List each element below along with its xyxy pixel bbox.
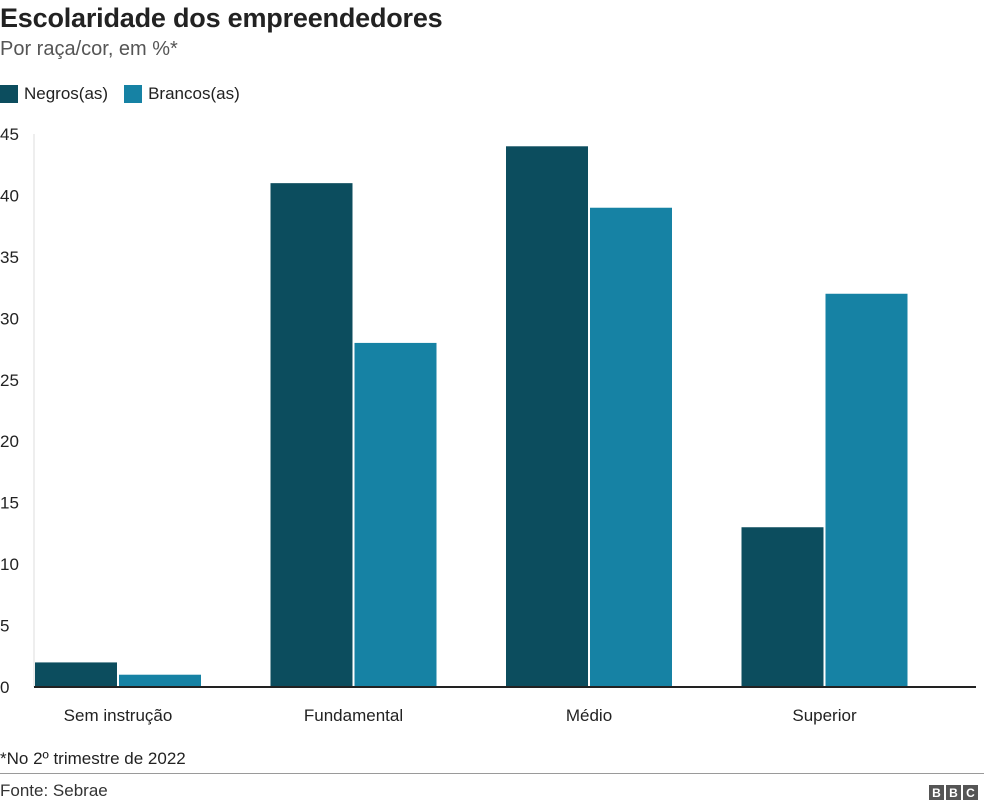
x-tick-label: Sem instrução xyxy=(64,706,173,725)
y-tick-label: 15 xyxy=(0,494,19,513)
logo-letter: C xyxy=(963,785,978,800)
chart-title: Escolaridade dos empreendedores xyxy=(0,3,443,33)
chart-legend: Negros(as) Brancos(as) xyxy=(0,84,256,104)
bar-negros xyxy=(741,527,824,687)
y-tick-label: 5 xyxy=(0,617,9,636)
legend-label-negros: Negros(as) xyxy=(24,84,109,103)
legend-swatch-negros xyxy=(0,85,18,103)
logo-letter: B xyxy=(946,785,961,800)
bar-chart: 0 5 10 15 20 25 30 35 40 45 Sem instrução Fundament… xyxy=(0,125,976,725)
legend-item-brancos: Brancos(as) xyxy=(124,84,240,104)
y-tick-label: 40 xyxy=(0,186,19,205)
x-tick-label: Fundamental xyxy=(304,706,403,725)
legend-swatch-brancos xyxy=(124,85,143,103)
footnote: *No 2º trimestre de 2022 xyxy=(0,749,186,768)
source-credit: Fonte: Sebrae xyxy=(0,781,108,800)
y-tick-label: 10 xyxy=(0,555,19,574)
legend-label-brancos: Brancos(as) xyxy=(148,84,240,103)
bar-brancos xyxy=(590,207,672,687)
y-tick-label: 45 xyxy=(0,125,19,144)
bar-negros xyxy=(270,183,353,687)
footer-divider xyxy=(0,773,984,774)
bbc-logo: B B C xyxy=(929,785,978,800)
bar-brancos xyxy=(119,674,201,687)
bar-brancos xyxy=(825,293,908,687)
x-tick-label: Superior xyxy=(792,706,857,725)
chart-subtitle: Por raça/cor, em %* xyxy=(0,38,178,60)
y-tick-label: 35 xyxy=(0,248,19,267)
y-tick-label: 30 xyxy=(0,309,19,328)
x-tick-label: Médio xyxy=(566,706,612,725)
logo-letter: B xyxy=(929,785,944,800)
bar-negros xyxy=(35,662,117,687)
y-tick-label: 25 xyxy=(0,371,19,390)
y-tick-label: 20 xyxy=(0,432,19,451)
bar-negros xyxy=(506,146,588,688)
bar-brancos xyxy=(354,342,437,687)
y-tick-label: 0 xyxy=(0,678,9,697)
legend-item-negros: Negros(as) xyxy=(0,84,108,104)
